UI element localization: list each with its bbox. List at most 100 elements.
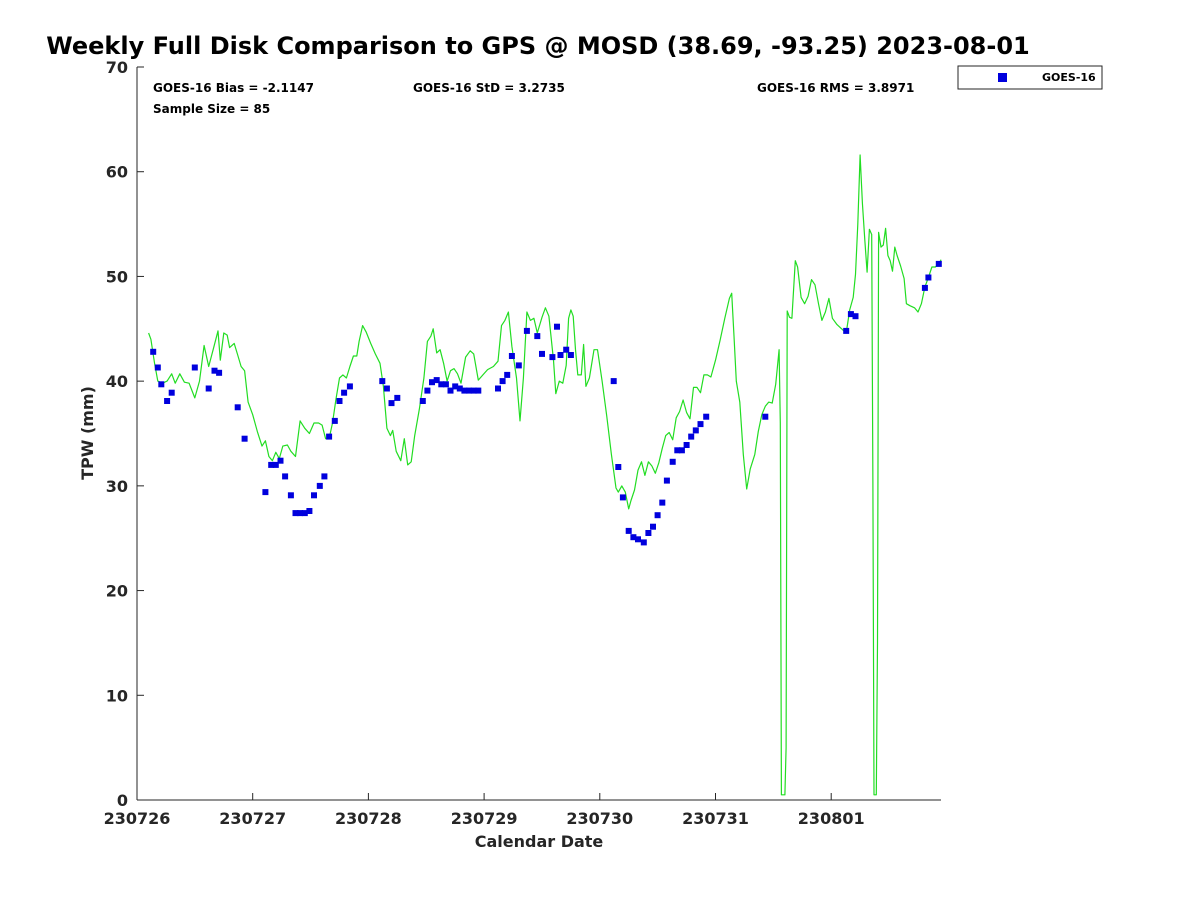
goes16-point (154, 364, 161, 371)
legend-marker-square (998, 73, 1007, 82)
goes16-point (619, 494, 626, 501)
goes16-point (921, 284, 928, 291)
goes16-point (515, 362, 522, 369)
stat-sample-size: Sample Size = 85 (153, 102, 270, 116)
goes16-point (466, 387, 473, 394)
goes16-point (625, 527, 632, 534)
goes16-point (452, 383, 459, 390)
y-axis-ticks: 0 10 20 30 40 50 60 70 (106, 58, 144, 810)
goes16-point (461, 387, 468, 394)
x-tick-label: 230730 (566, 809, 633, 828)
goes16-point (433, 377, 440, 384)
goes16-point (205, 385, 212, 392)
axes (136, 67, 941, 801)
goes16-point (331, 417, 338, 424)
legend: GOES-16 (957, 65, 1103, 90)
goes16-point (663, 477, 670, 484)
goes16-point (539, 350, 545, 357)
goes16-point (262, 489, 269, 496)
goes16-point (150, 348, 157, 355)
goes16-point (688, 433, 695, 440)
goes16-point (346, 383, 353, 390)
gps-series-line (148, 154, 942, 796)
goes16-point (495, 385, 501, 392)
goes16-point (306, 508, 313, 514)
goes16-point (674, 447, 681, 454)
legend-box (957, 65, 1103, 90)
y-axis-label: TPW (mm) (78, 386, 97, 480)
goes16-point (316, 482, 323, 489)
gps-series-layer (148, 154, 942, 796)
stat-bias: GOES-16 Bias = -2.1147 (153, 81, 314, 95)
goes16-point (234, 404, 241, 411)
goes16-point (211, 367, 218, 374)
goes16-point (383, 385, 390, 392)
goes16-point (272, 461, 279, 468)
goes16-point (852, 313, 859, 320)
x-tick-label: 230801 (798, 809, 865, 828)
x-tick-label: 230726 (104, 809, 171, 828)
plot-area (137, 67, 941, 800)
goes16-point (268, 461, 275, 468)
goes16-point (654, 512, 661, 519)
goes16-point (292, 510, 299, 517)
goes16-point (650, 523, 656, 530)
goes16-point (191, 364, 198, 371)
goes16-point (438, 381, 445, 388)
goes16-point (567, 352, 574, 358)
goes16-point (635, 536, 641, 543)
goes16-point (447, 387, 454, 394)
goes16-point (168, 389, 175, 396)
goes16-point (683, 442, 690, 448)
legend-label-goes16: GOES-16 (1042, 71, 1096, 84)
goes16-point (277, 457, 284, 464)
goes16-point (429, 379, 435, 386)
goes16-point (442, 381, 449, 388)
goes16-point (508, 353, 515, 359)
goes16-point (563, 346, 570, 353)
goes16-point (388, 400, 395, 407)
goes16-point (615, 464, 622, 470)
stat-rms: GOES-16 RMS = 3.8971 (757, 81, 914, 95)
goes16-point (379, 378, 386, 385)
goes16-point (282, 473, 289, 480)
goes16-point (394, 394, 401, 401)
goes16-point (659, 499, 666, 506)
x-tick-label: 230728 (335, 809, 402, 828)
goes16-point (470, 387, 477, 394)
y-tick-label: 70 (106, 58, 128, 77)
goes16-point (847, 311, 854, 318)
goes16-point (843, 327, 850, 334)
goes16-point (456, 385, 463, 392)
y-tick-label: 30 (106, 477, 128, 496)
x-tick-label: 230731 (682, 809, 749, 828)
goes16-point (692, 427, 699, 434)
goes16-point (164, 398, 171, 404)
y-tick-label: 60 (106, 163, 128, 182)
goes16-point (935, 260, 942, 267)
stat-std: GOES-16 StD = 3.2735 (413, 81, 565, 95)
goes16-point (341, 389, 348, 396)
chart-title: Weekly Full Disk Comparison to GPS @ MOS… (46, 32, 1029, 60)
x-axis-ticks: 230726 230727 230728 230729 230730 230731 2308… (104, 793, 865, 828)
goes16-point (557, 352, 564, 358)
goes16-point (287, 492, 294, 499)
goes16-point (326, 433, 333, 440)
goes16-point (610, 378, 617, 385)
goes16-point (336, 398, 343, 404)
goes16-point (669, 458, 676, 465)
y-tick-label: 20 (106, 582, 128, 601)
goes16-point (297, 510, 304, 517)
y-tick-label: 50 (106, 267, 128, 286)
goes16-point (216, 369, 223, 376)
goes16-point (311, 492, 317, 499)
x-tick-label: 230727 (219, 809, 286, 828)
x-tick-label: 230729 (451, 809, 518, 828)
goes16-point (630, 534, 637, 541)
y-tick-label: 0 (117, 791, 128, 810)
y-tick-label: 40 (106, 372, 128, 391)
goes16-point (475, 387, 482, 394)
goes16-point (321, 473, 328, 480)
goes16-point (534, 333, 541, 340)
